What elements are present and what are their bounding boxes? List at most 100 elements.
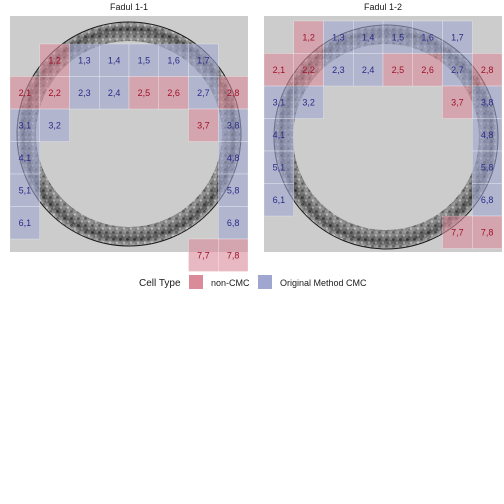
cell-2-8 — [472, 53, 503, 87]
cell-2-4 — [353, 53, 384, 87]
cell-label-1-4: 1,4 — [362, 32, 375, 42]
cell-label-2-2: 2,2 — [48, 88, 61, 98]
cell-2-6 — [158, 76, 189, 110]
cell-label-2-7: 2,7 — [197, 88, 210, 98]
cell-label-2-4: 2,4 — [108, 88, 121, 98]
panel-title: Fadul 1-2 — [364, 2, 402, 12]
cell-label-7-7: 7,7 — [451, 227, 464, 237]
cell-label-4-1: 4,1 — [19, 153, 32, 163]
panel-strip — [10, 0, 248, 16]
cell-label-7-8: 7,8 — [481, 227, 494, 237]
cell-label-6-8: 6,8 — [481, 195, 494, 205]
cell-label-3-1: 3,1 — [19, 120, 32, 130]
cell-5-8 — [218, 173, 249, 207]
cell-label-1-4: 1,4 — [108, 55, 121, 65]
cell-2-1 — [9, 76, 40, 110]
cell-1-5 — [128, 43, 159, 77]
cell-label-5-8: 5,8 — [227, 185, 240, 195]
cell-label-4-1: 4,1 — [273, 130, 286, 140]
cell-2-4 — [99, 76, 130, 110]
cell-1-2 — [39, 43, 70, 77]
cell-3-8 — [472, 85, 503, 119]
legend-key-original-method-cmc — [258, 275, 272, 289]
cell-label-2-7: 2,7 — [451, 65, 464, 75]
cell-5-1 — [9, 173, 40, 207]
cell-3-8 — [218, 108, 249, 142]
legend-title: Cell Type — [139, 278, 181, 289]
cell-2-2 — [39, 76, 70, 110]
cell-2-8 — [218, 76, 249, 110]
cell-label-3-2: 3,2 — [48, 120, 61, 130]
cell-label-5-1: 5,1 — [273, 162, 286, 172]
cell-7-7 — [188, 238, 219, 272]
cell-4-8 — [472, 118, 503, 152]
panel-strip — [264, 0, 502, 16]
cell-label-1-3: 1,3 — [332, 32, 345, 42]
cell-label-2-3: 2,3 — [78, 88, 91, 98]
cell-6-1 — [9, 206, 40, 240]
cell-7-8 — [472, 215, 503, 249]
cell-label-6-1: 6,1 — [19, 218, 32, 228]
cell-7-8 — [218, 238, 249, 272]
cell-label-5-8: 5,8 — [481, 162, 494, 172]
cell-3-2 — [39, 108, 70, 142]
cell-label-7-7: 7,7 — [197, 250, 210, 260]
panel-fadul-1-2: Fadul 1-2 1,2 1,3 1,4 1,5 1,6 1,7 2,1 2,2 2,3 2,4… — [263, 0, 503, 252]
cell-layer: 1,2 1,3 1,4 1,5 1,6 1,7 2,1 2,2 2,3 2,4 2,5 2,6 2,7 2… — [9, 43, 249, 272]
cell-1-3 — [69, 43, 100, 77]
panel-title: Fadul 1-1 — [110, 2, 148, 12]
cell-3-7 — [442, 85, 473, 119]
cell-label-1-7: 1,7 — [451, 32, 464, 42]
cell-label-2-5: 2,5 — [392, 65, 405, 75]
cell-label-1-5: 1,5 — [392, 32, 405, 42]
cell-2-7 — [442, 53, 473, 87]
legend-key-non-cmc — [189, 275, 203, 289]
cell-4-1 — [263, 118, 294, 152]
cell-label-2-3: 2,3 — [332, 65, 345, 75]
cell-label-1-2: 1,2 — [48, 55, 61, 65]
cell-label-3-1: 3,1 — [273, 97, 286, 107]
cell-3-1 — [263, 85, 294, 119]
cell-7-7 — [442, 215, 473, 249]
cell-layer: 1,2 1,3 1,4 1,5 1,6 1,7 2,1 2,2 2,3 2,4 2,5 2,6 2,7 2… — [263, 20, 503, 249]
cell-2-7 — [188, 76, 219, 110]
cell-label-6-1: 6,1 — [273, 195, 286, 205]
cell-label-3-2: 3,2 — [302, 97, 315, 107]
cell-6-8 — [472, 183, 503, 217]
cell-label-2-1: 2,1 — [273, 65, 286, 75]
cell-label-3-7: 3,7 — [197, 120, 210, 130]
cell-label-3-8: 3,8 — [227, 120, 240, 130]
cell-label-7-8: 7,8 — [227, 250, 240, 260]
cell-3-7 — [188, 108, 219, 142]
cell-label-2-1: 2,1 — [19, 88, 32, 98]
cell-label-2-5: 2,5 — [138, 88, 151, 98]
legend-label-non-cmc: non-CMC — [211, 278, 250, 288]
cell-label-4-8: 4,8 — [227, 153, 240, 163]
cell-1-6 — [158, 43, 189, 77]
cell-2-3 — [69, 76, 100, 110]
legend: Cell Type non-CMC Original Method CMC — [139, 275, 367, 289]
cell-label-1-5: 1,5 — [138, 55, 151, 65]
cell-label-1-6: 1,6 — [167, 55, 180, 65]
cell-1-2 — [293, 20, 324, 54]
cell-label-2-8: 2,8 — [227, 88, 240, 98]
cell-label-1-6: 1,6 — [421, 32, 434, 42]
legend-label-original-method-cmc: Original Method CMC — [280, 278, 367, 288]
cell-label-4-8: 4,8 — [481, 130, 494, 140]
cell-label-2-2: 2,2 — [302, 65, 315, 75]
cell-5-1 — [263, 150, 294, 184]
cell-1-7 — [188, 43, 219, 77]
cell-1-6 — [412, 20, 443, 54]
cell-label-5-1: 5,1 — [19, 185, 32, 195]
cell-1-4 — [353, 20, 384, 54]
cell-label-2-6: 2,6 — [167, 88, 180, 98]
cell-5-8 — [472, 150, 503, 184]
cell-label-3-8: 3,8 — [481, 97, 494, 107]
cell-3-1 — [9, 108, 40, 142]
cell-1-3 — [323, 20, 354, 54]
cell-label-1-7: 1,7 — [197, 55, 210, 65]
cell-label-2-6: 2,6 — [421, 65, 434, 75]
cell-label-3-7: 3,7 — [451, 97, 464, 107]
cell-label-1-2: 1,2 — [302, 32, 315, 42]
